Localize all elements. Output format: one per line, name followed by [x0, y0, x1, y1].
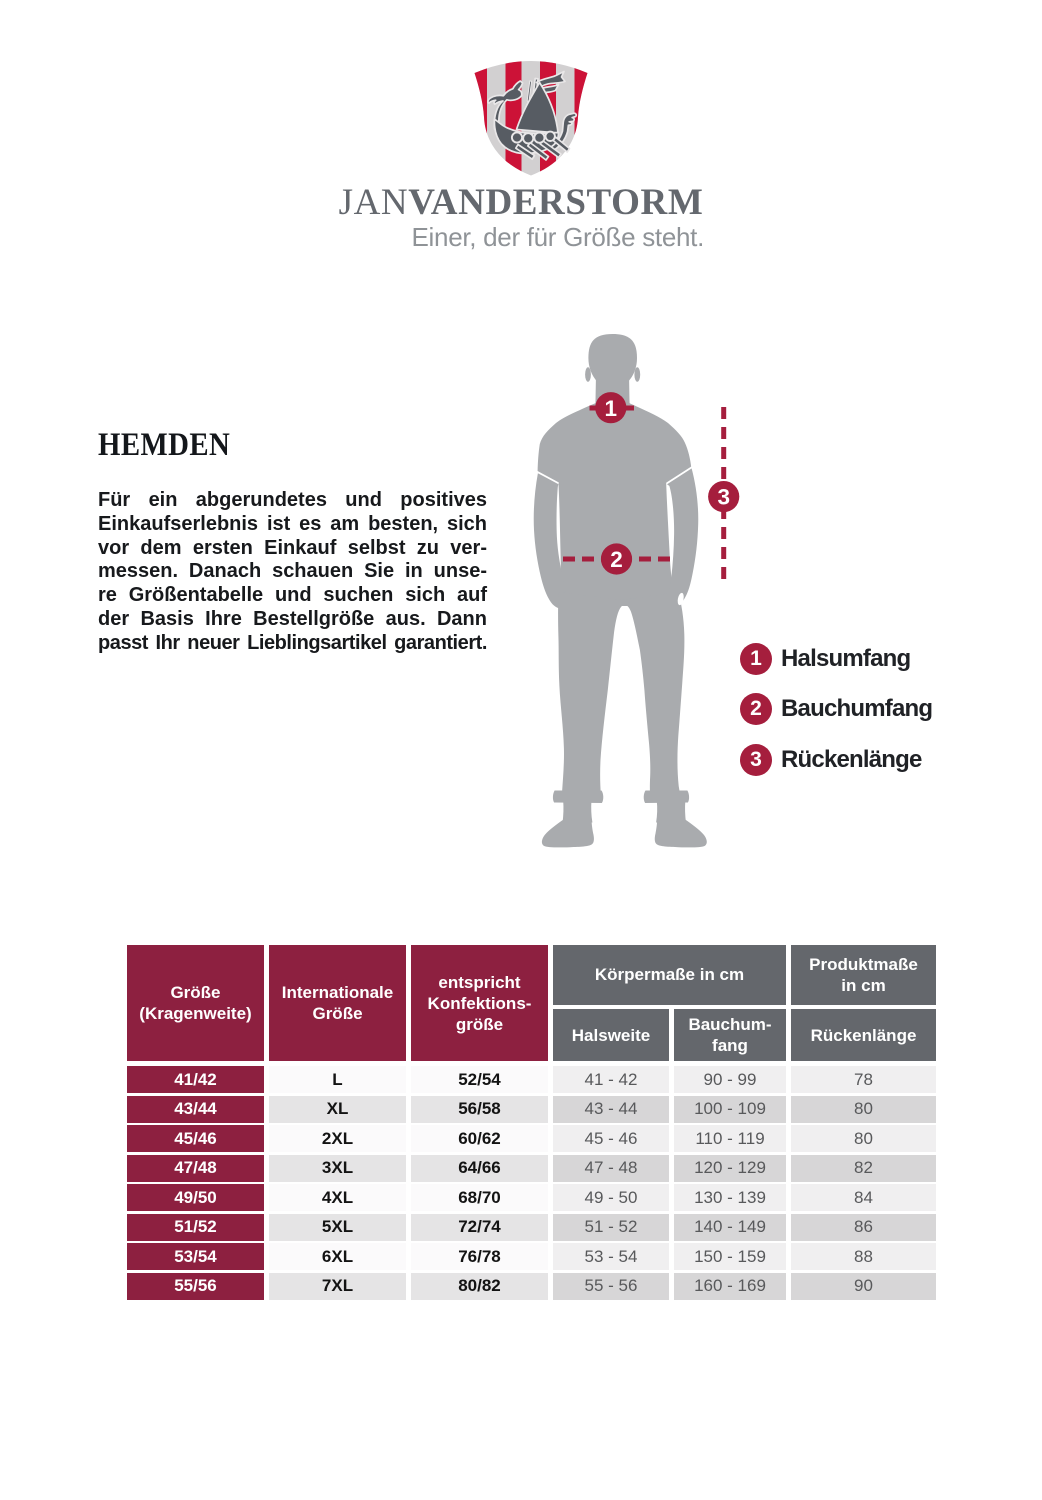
svg-text:1: 1 — [605, 396, 618, 421]
svg-text:2: 2 — [610, 547, 623, 572]
svg-text:3: 3 — [717, 485, 730, 510]
